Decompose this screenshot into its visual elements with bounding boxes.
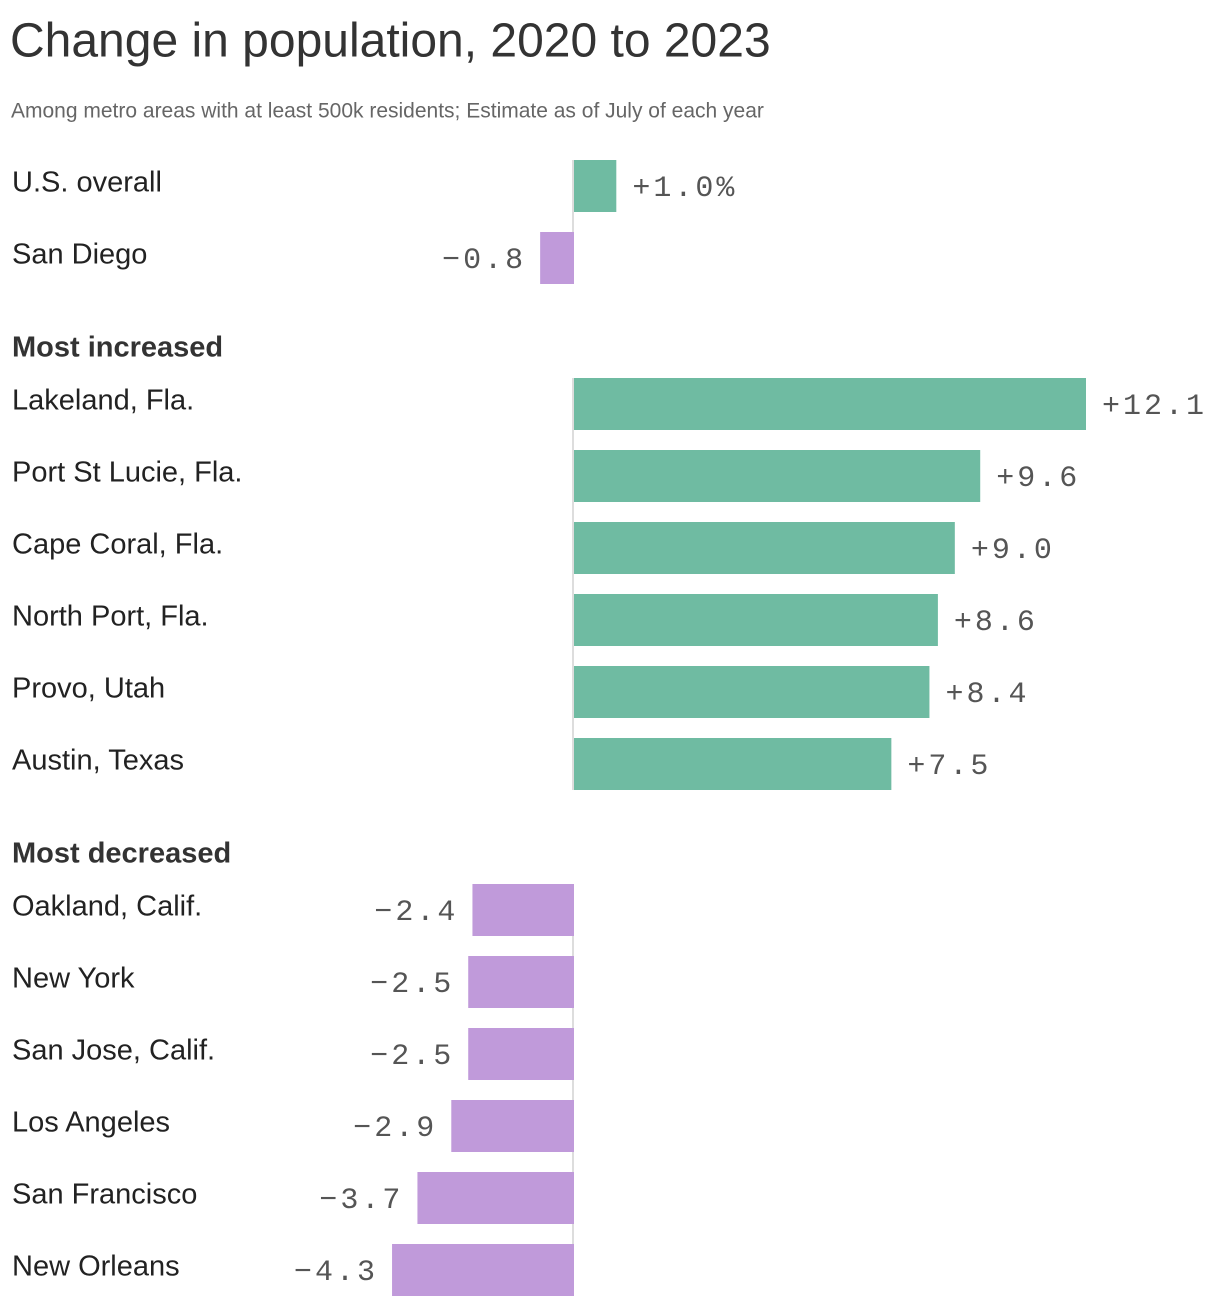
value-label: +8.6 — [954, 606, 1038, 640]
category-label: Lakeland, Fla. — [12, 385, 194, 417]
bar — [392, 1244, 574, 1296]
value-label: −2.4 — [374, 896, 458, 930]
value-label: +1.0% — [632, 172, 737, 206]
bar — [574, 160, 617, 212]
category-label: Port St Lucie, Fla. — [12, 457, 243, 489]
bar — [472, 884, 574, 936]
value-label: −2.9 — [353, 1112, 437, 1146]
value-label: +7.5 — [907, 750, 991, 784]
category-label: Provo, Utah — [12, 673, 165, 705]
bar — [540, 232, 574, 284]
bar — [468, 956, 574, 1008]
category-label: New York — [12, 963, 135, 995]
chart-subtitle: Among metro areas with at least 500k res… — [11, 100, 764, 123]
value-label: +8.4 — [945, 678, 1029, 712]
category-label: North Port, Fla. — [12, 601, 209, 633]
value-label: −0.8 — [442, 244, 526, 278]
bar — [468, 1028, 574, 1080]
bar — [451, 1100, 574, 1152]
category-label: San Jose, Calif. — [12, 1035, 215, 1067]
bar — [574, 738, 892, 790]
bar — [574, 594, 938, 646]
category-label: Los Angeles — [12, 1107, 170, 1139]
section-header: Most increased — [12, 332, 223, 364]
value-label: −2.5 — [370, 1040, 454, 1074]
value-label: +12.1 — [1102, 390, 1207, 424]
category-label: Austin, Texas — [12, 745, 184, 777]
value-label: +9.0 — [971, 534, 1055, 568]
category-label: New Orleans — [12, 1251, 180, 1283]
bar — [574, 666, 930, 718]
bar — [574, 450, 981, 502]
value-label: −4.3 — [294, 1256, 378, 1290]
value-label: +9.6 — [996, 462, 1080, 496]
value-label: −2.5 — [370, 968, 454, 1002]
category-label: San Francisco — [12, 1179, 197, 1211]
bar — [574, 522, 955, 574]
category-label: Cape Coral, Fla. — [12, 529, 223, 561]
bar — [574, 378, 1086, 430]
value-label: −3.7 — [319, 1184, 403, 1218]
category-label: San Diego — [12, 239, 147, 271]
category-label: Oakland, Calif. — [12, 891, 202, 923]
section-header: Most decreased — [12, 838, 231, 870]
bar — [417, 1172, 574, 1224]
chart-title: Change in population, 2020 to 2023 — [10, 15, 771, 68]
category-label: U.S. overall — [12, 167, 162, 199]
